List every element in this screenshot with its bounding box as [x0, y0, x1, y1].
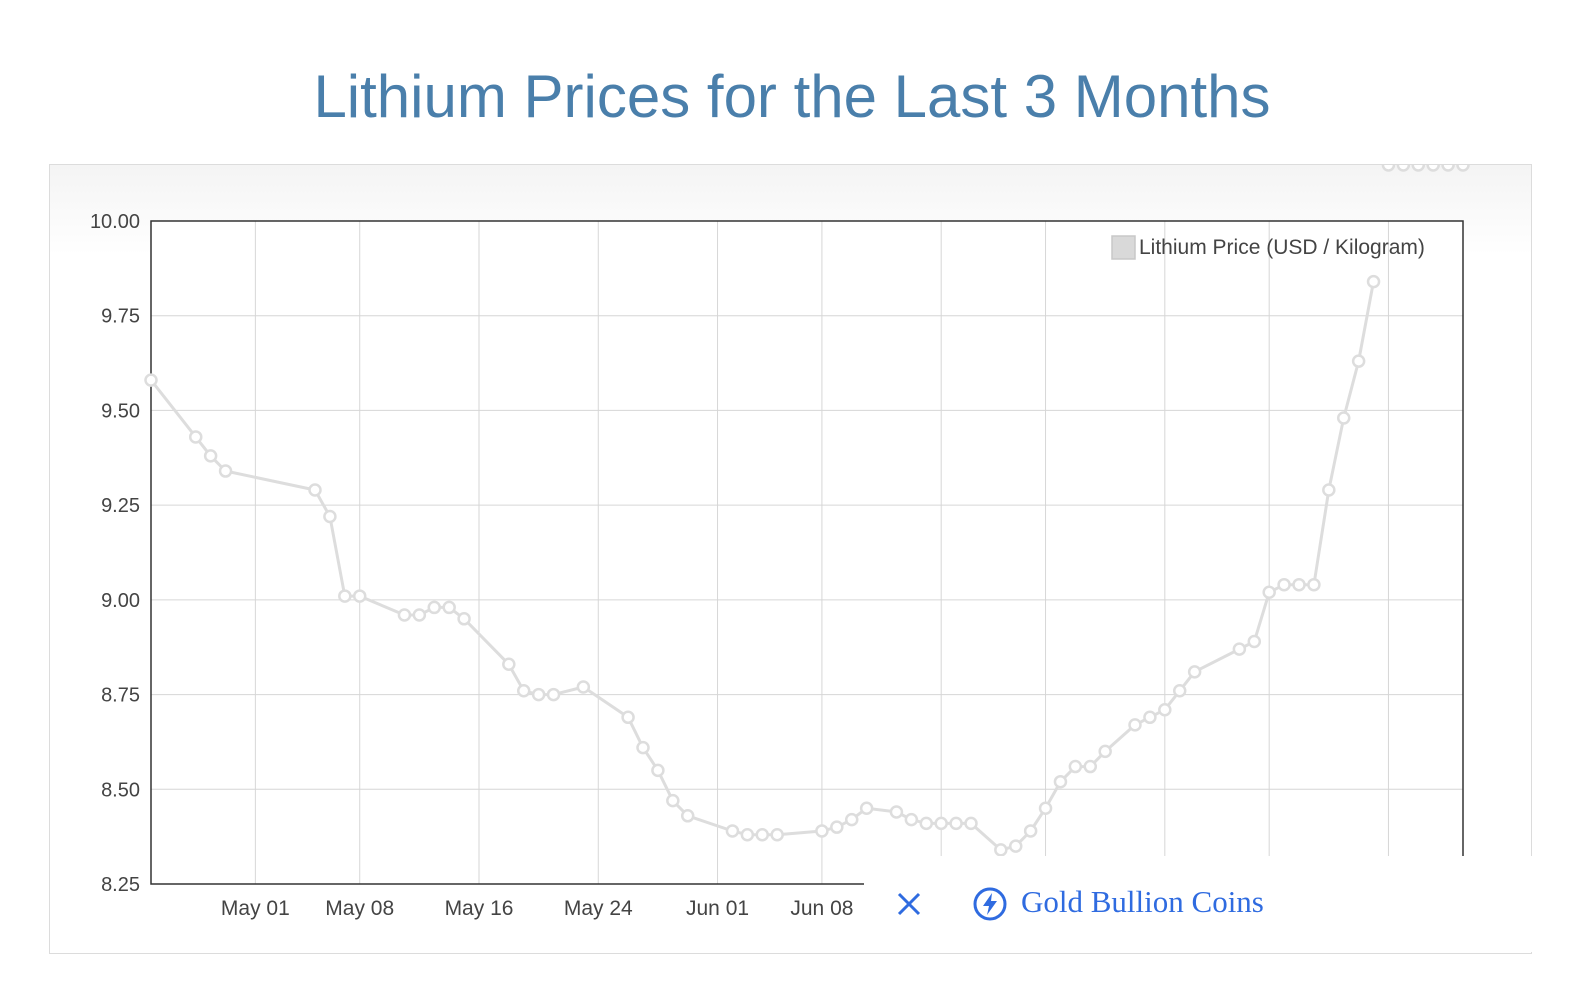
data-point: [1411, 165, 1426, 172]
plot-area: [151, 221, 1463, 884]
data-point: [1247, 634, 1262, 649]
data-point: [949, 816, 963, 831]
data-point: [502, 657, 516, 672]
data-point: [338, 589, 352, 603]
data-point: [546, 687, 561, 702]
data-point: [680, 809, 695, 823]
data-point: [859, 801, 874, 815]
lithium-price-chart: 10.00 9.75 9.50 9.25 9.00 8.75 8.50 8.25 May 01 M…: [90, 165, 1470, 920]
data-point: [397, 608, 412, 622]
data-point: [755, 827, 770, 842]
data-point: [576, 680, 591, 694]
data-point: [323, 509, 337, 524]
data-point: [1396, 165, 1411, 172]
data-point: [1262, 585, 1276, 600]
y-tick-label: 9.25: [101, 495, 140, 517]
x-tick-label: May 08: [325, 897, 394, 920]
data-point: [1277, 577, 1291, 592]
data-point: [1336, 411, 1351, 425]
data-point: [412, 608, 427, 622]
y-tick-label: 9.50: [101, 400, 140, 422]
data-point: [919, 816, 934, 831]
data-point: [1083, 759, 1098, 774]
y-tick-label: 10.00: [90, 211, 140, 233]
data-point: [144, 373, 158, 387]
data-point: [1232, 642, 1247, 656]
data-point: [427, 600, 442, 615]
data-point: [770, 827, 784, 842]
data-point: [442, 600, 456, 615]
data-point: [994, 843, 1008, 857]
data-point: [740, 827, 755, 842]
data-point: [516, 684, 531, 698]
data-point: [1023, 824, 1038, 838]
data-point: [1187, 665, 1202, 679]
data-point: [725, 824, 740, 838]
data-point: [636, 740, 650, 755]
data-point: [1307, 577, 1321, 592]
data-point: [815, 824, 829, 838]
data-point: [621, 710, 635, 725]
data-point: [964, 816, 978, 831]
data-point: [1068, 759, 1083, 774]
data-point: [844, 812, 859, 827]
data-point: [889, 805, 904, 819]
data-point: [1008, 839, 1023, 853]
gold-bullion-coins-link[interactable]: Gold Bullion Coins: [1021, 884, 1264, 919]
data-point: [1351, 354, 1366, 368]
data-point: [1143, 710, 1157, 725]
data-point: [666, 793, 680, 808]
data-point: [1158, 702, 1172, 717]
data-point: [531, 687, 546, 702]
data-point: [352, 589, 367, 603]
y-tick-label: 8.25: [101, 874, 140, 896]
data-point: [1038, 801, 1053, 815]
data-point: [308, 483, 322, 497]
data-point: [1366, 274, 1381, 289]
data-point: [1172, 684, 1187, 698]
data-point: [203, 449, 218, 463]
data-point: [1441, 165, 1455, 172]
data-point: [1098, 744, 1112, 759]
y-tick-label: 9.00: [101, 590, 140, 612]
data-point: [188, 430, 203, 444]
data-point: [457, 612, 471, 626]
data-point: [651, 763, 665, 778]
data-point: [1128, 718, 1142, 732]
x-tick-label: May 24: [564, 897, 633, 920]
data-point: [1322, 483, 1336, 497]
y-tick-label: 8.50: [101, 779, 140, 801]
x-tick-label: Jun 08: [790, 897, 853, 920]
legend-label: Lithium Price (USD / Kilogram): [1139, 236, 1425, 259]
data-point: [1456, 165, 1470, 172]
x-tick-label: May 16: [445, 897, 514, 920]
x-tick-label: May 01: [221, 897, 290, 920]
bolt-icon: [973, 887, 1007, 921]
y-tick-label: 8.75: [101, 685, 140, 707]
data-point: [1381, 165, 1396, 172]
ad-banner: [864, 856, 1584, 952]
data-point: [830, 820, 844, 834]
data-point: [218, 464, 233, 478]
chart-panel: 10.00 9.75 9.50 9.25 9.00 8.75 8.50 8.25 May 01 M…: [49, 164, 1532, 954]
close-icon[interactable]: [893, 888, 925, 920]
plot-border: [150, 220, 1464, 885]
page-title: Lithium Prices for the Last 3 Months: [313, 63, 1271, 130]
legend-swatch: [1111, 235, 1136, 260]
data-point: [934, 816, 948, 831]
data-point: [1292, 577, 1306, 592]
data-point: [1053, 774, 1068, 789]
x-tick-label: Jun 01: [686, 897, 749, 920]
data-point: [904, 812, 919, 827]
data-point: [1426, 165, 1440, 172]
y-tick-label: 9.75: [101, 306, 140, 328]
